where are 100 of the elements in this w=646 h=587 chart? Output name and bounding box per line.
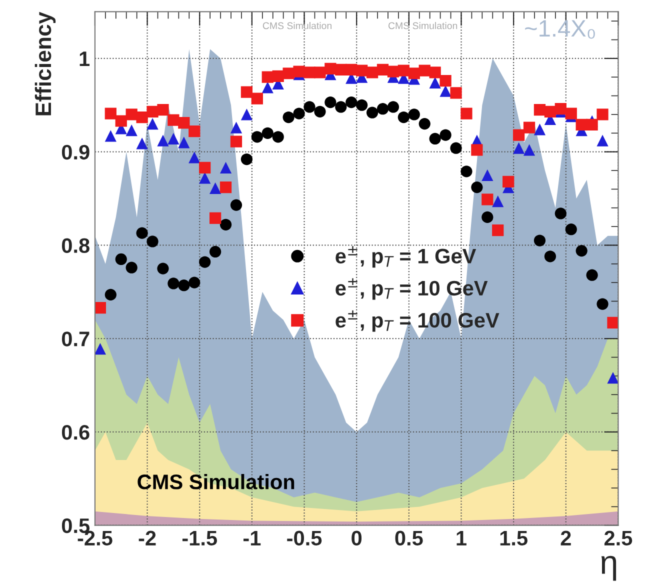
x-axis-title: η bbox=[601, 556, 616, 581]
point bbox=[251, 92, 263, 104]
point bbox=[596, 134, 608, 146]
point bbox=[534, 234, 546, 246]
point bbox=[429, 66, 441, 78]
point bbox=[157, 262, 169, 274]
x-tick-label: 2 bbox=[560, 530, 571, 546]
point bbox=[376, 64, 389, 76]
point bbox=[492, 196, 504, 208]
point bbox=[168, 278, 180, 290]
point bbox=[398, 111, 410, 124]
point bbox=[418, 64, 430, 76]
point bbox=[136, 227, 148, 239]
point bbox=[157, 104, 169, 116]
point bbox=[565, 108, 577, 120]
point bbox=[126, 262, 138, 274]
point bbox=[387, 101, 400, 113]
point bbox=[502, 176, 514, 188]
point bbox=[126, 124, 138, 136]
point bbox=[168, 132, 180, 145]
point bbox=[471, 181, 483, 194]
point bbox=[387, 66, 400, 78]
x-tick-label: 2.5 bbox=[604, 530, 632, 546]
point bbox=[115, 115, 127, 127]
point bbox=[262, 82, 274, 94]
annotation: CMS Simulation bbox=[262, 22, 332, 30]
point bbox=[482, 194, 494, 206]
point bbox=[366, 106, 378, 118]
point bbox=[398, 64, 410, 76]
point bbox=[220, 181, 232, 194]
point bbox=[230, 122, 242, 134]
point bbox=[188, 276, 200, 288]
point bbox=[210, 246, 222, 258]
point bbox=[188, 152, 200, 164]
point bbox=[429, 76, 441, 89]
y-tick-label: 0.8 bbox=[62, 238, 90, 253]
point bbox=[418, 118, 430, 130]
point bbox=[157, 134, 169, 146]
point bbox=[440, 85, 452, 97]
point bbox=[94, 302, 106, 314]
point bbox=[262, 127, 274, 139]
point bbox=[240, 86, 253, 98]
point bbox=[376, 103, 389, 115]
point bbox=[450, 142, 462, 154]
point bbox=[230, 199, 242, 211]
point bbox=[544, 250, 556, 262]
point bbox=[356, 99, 368, 111]
point bbox=[440, 129, 452, 141]
x-tick-label: -0.5 bbox=[287, 530, 322, 546]
point bbox=[178, 136, 190, 148]
point bbox=[146, 118, 158, 130]
y-tick-label: 0.7 bbox=[62, 332, 90, 346]
point bbox=[440, 75, 452, 87]
point bbox=[534, 124, 546, 136]
point bbox=[115, 253, 127, 266]
point bbox=[262, 71, 274, 83]
point bbox=[356, 64, 368, 76]
point bbox=[240, 108, 253, 120]
point bbox=[565, 224, 577, 236]
point bbox=[272, 70, 284, 82]
point bbox=[607, 316, 618, 329]
point bbox=[314, 106, 326, 118]
point bbox=[346, 96, 358, 108]
point bbox=[554, 103, 566, 115]
point bbox=[534, 104, 546, 116]
x-tick-label: 0 bbox=[352, 530, 362, 546]
point bbox=[460, 108, 472, 120]
point bbox=[429, 132, 441, 145]
point bbox=[126, 108, 138, 120]
point bbox=[576, 245, 588, 257]
point bbox=[210, 212, 222, 224]
point bbox=[240, 153, 253, 166]
annotation: ~1.4X₀ bbox=[525, 20, 595, 39]
point bbox=[272, 131, 284, 143]
y-axis-title: Efficiency bbox=[34, 12, 56, 116]
point bbox=[596, 108, 608, 120]
point bbox=[586, 269, 598, 281]
point bbox=[512, 142, 525, 154]
point bbox=[408, 68, 420, 80]
point bbox=[314, 66, 326, 78]
point bbox=[251, 131, 263, 143]
point bbox=[199, 162, 211, 174]
point bbox=[304, 101, 316, 113]
point bbox=[282, 111, 294, 124]
point bbox=[188, 125, 200, 138]
y-tick-label: 0.6 bbox=[62, 424, 90, 440]
x-tick-label: 0.5 bbox=[395, 530, 423, 546]
x-tick-label: -1.5 bbox=[182, 530, 217, 546]
point bbox=[554, 208, 566, 220]
point bbox=[104, 108, 116, 120]
x-tick-label: -1 bbox=[243, 530, 261, 546]
x-tick-label: 1 bbox=[456, 530, 466, 546]
point bbox=[492, 224, 504, 236]
point bbox=[366, 66, 378, 78]
point bbox=[210, 182, 222, 194]
point bbox=[168, 114, 180, 126]
point bbox=[408, 108, 420, 120]
legend-label: e$^{±}$, p$_{T}$ = 1 GeV bbox=[336, 246, 476, 268]
point bbox=[220, 218, 232, 230]
point bbox=[230, 136, 242, 148]
